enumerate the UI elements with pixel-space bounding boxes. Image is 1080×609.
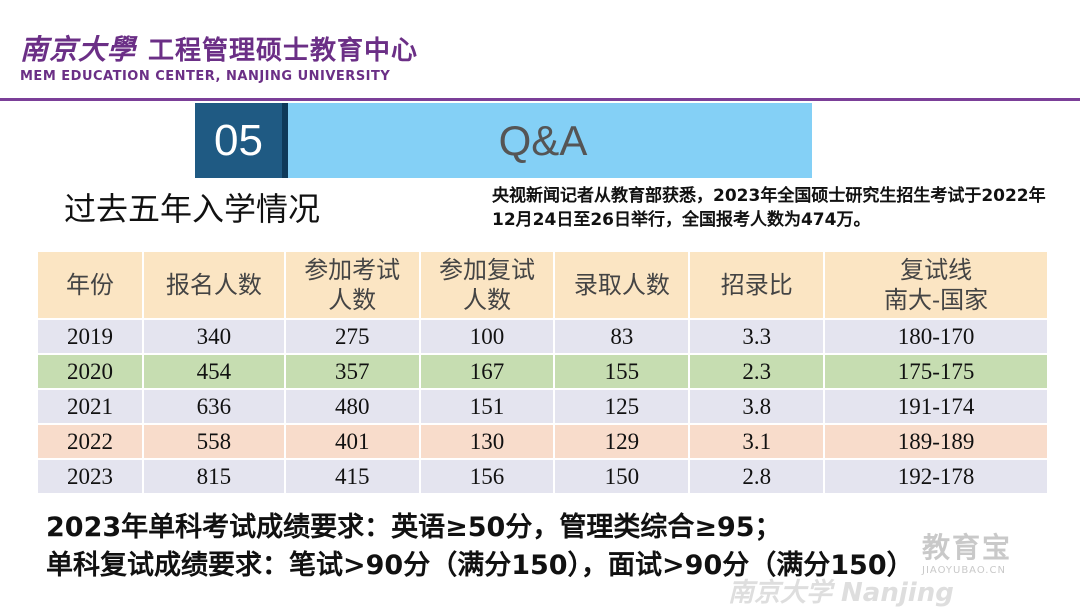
cell-year: 2023 [38, 458, 144, 493]
header-divider [0, 98, 1080, 101]
cell-interviewees: 167 [419, 353, 556, 389]
header-year: 年份 [38, 252, 144, 319]
center-title: 工程管理硕士教育中心 [148, 36, 419, 66]
cell-admitted: 129 [554, 423, 691, 459]
cell-exam-takers: 357 [284, 353, 421, 389]
exam-requirement: 2023年单科考试成绩要求：英语≥50分，管理类综合≥95； [46, 512, 782, 543]
center-subtitle-en: MEM EDUCATION CENTER, NANJING UNIVERSITY [20, 69, 391, 84]
cell-interviewees: 151 [419, 388, 556, 424]
cell-ratio: 3.1 [689, 423, 826, 459]
section-number: 05 [195, 103, 282, 178]
cell-year: 2021 [38, 388, 144, 424]
header-exam-takers: 参加考试 人数 [284, 252, 421, 319]
cell-applicants: 558 [142, 423, 286, 459]
cell-exam-takers: 401 [284, 423, 421, 459]
cell-cutoff: 180-170 [824, 318, 1049, 354]
cell-ratio: 2.3 [689, 353, 826, 389]
cell-exam-takers: 480 [284, 388, 421, 424]
cell-applicants: 636 [142, 388, 286, 424]
cell-interviewees: 156 [419, 458, 556, 493]
header-admitted: 录取人数 [554, 252, 691, 319]
table-row: 2023 815 415 156 150 2.8 192-178 [38, 458, 1049, 493]
cell-cutoff: 175-175 [824, 353, 1049, 389]
admission-table: 年份 报名人数 参加考试 人数 参加复试 人数 录取人数 招录比 复试线 南大-国家 … [38, 252, 1049, 493]
cell-year: 2019 [38, 318, 144, 354]
cell-admitted: 155 [554, 353, 691, 389]
cell-year: 2022 [38, 423, 144, 459]
table-row: 2019 340 275 100 83 3.3 180-170 [38, 318, 1049, 354]
header-applicants: 报名人数 [142, 252, 286, 319]
cell-applicants: 815 [142, 458, 286, 493]
cell-interviewees: 100 [419, 318, 556, 354]
cell-ratio: 3.3 [689, 318, 826, 354]
cell-admitted: 83 [554, 318, 691, 354]
section-title: Q&A [498, 116, 588, 164]
watermark-url: JIAOYUBAO.CN [922, 565, 1006, 576]
header-interviewees: 参加复试 人数 [419, 252, 556, 319]
cell-admitted: 150 [554, 458, 691, 493]
table-row: 2022 558 401 130 129 3.1 189-189 [38, 423, 1049, 459]
section-title-bar [288, 103, 812, 178]
watermark-text: 南京大学 Nanjing [728, 578, 954, 608]
page-subtitle: 过去五年入学情况 [64, 190, 321, 228]
cell-interviewees: 130 [419, 423, 556, 459]
university-logo: 南京大學 [20, 33, 137, 66]
cell-applicants: 454 [142, 353, 286, 389]
cell-applicants: 340 [142, 318, 286, 354]
cell-ratio: 2.8 [689, 458, 826, 493]
cell-admitted: 125 [554, 388, 691, 424]
watermark-site: 教育宝 [922, 531, 1013, 564]
cell-cutoff: 189-189 [824, 423, 1049, 459]
cell-exam-takers: 275 [284, 318, 421, 354]
table-header-row: 年份 报名人数 参加考试 人数 参加复试 人数 录取人数 招录比 复试线 南大-国家 [38, 252, 1049, 319]
cell-cutoff: 192-178 [824, 458, 1049, 493]
cell-cutoff: 191-174 [824, 388, 1049, 424]
section-number-shadow [282, 103, 288, 178]
table-row: 2021 636 480 151 125 3.8 191-174 [38, 388, 1049, 424]
cell-exam-takers: 415 [284, 458, 421, 493]
header-ratio: 招录比 [689, 252, 826, 319]
cell-ratio: 3.8 [689, 388, 826, 424]
interview-requirement: 单科复试成绩要求：笔试>90分（满分150），面试>90分（满分150） [46, 550, 914, 581]
news-paragraph: 央视新闻记者从教育部获悉，2023年全国硕士研究生招生考试于2022年12月24… [492, 186, 1046, 230]
table-row: 2020 454 357 167 155 2.3 175-175 [38, 353, 1049, 389]
cell-year: 2020 [38, 353, 144, 389]
header-cutoff: 复试线 南大-国家 [824, 252, 1049, 319]
